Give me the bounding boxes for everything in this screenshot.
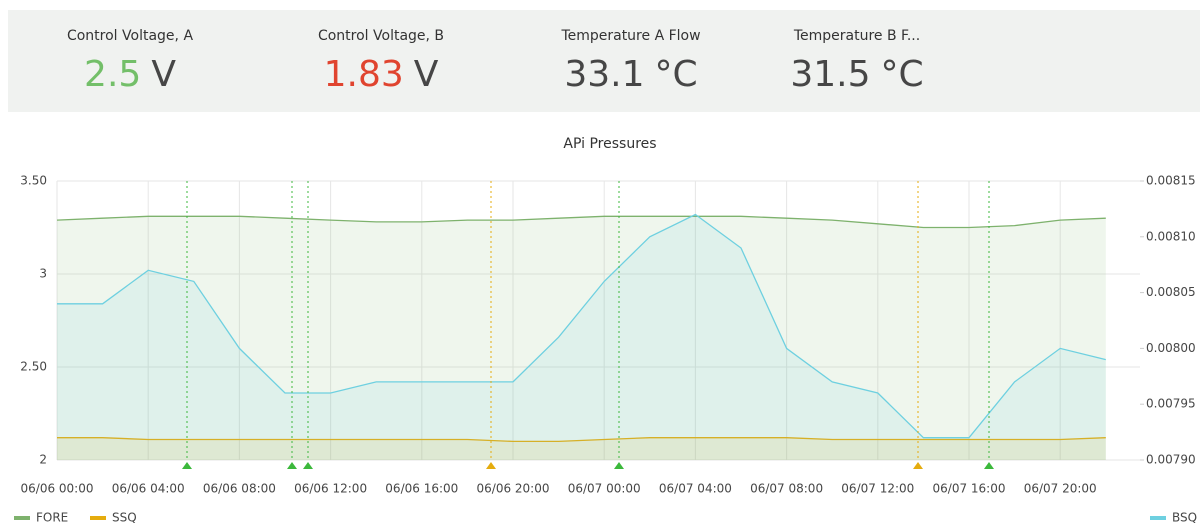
annotation-marker[interactable] <box>182 462 192 469</box>
y-tick-label: 3.50 <box>20 174 47 188</box>
legend-label: SSQ <box>112 511 137 525</box>
stat-number: 33.1 <box>564 54 645 95</box>
stat-unit: V <box>413 54 439 95</box>
x-tick-label: 06/07 20:00 <box>1024 482 1097 496</box>
series-area <box>57 214 1106 460</box>
stat-value: 33.1 °C <box>516 54 746 95</box>
y-tick-label: 2 <box>39 453 47 467</box>
y-tick-label: 2.50 <box>20 360 47 374</box>
y2-tick-label: 0.00810 <box>1146 229 1196 243</box>
x-tick-label: 06/06 00:00 <box>21 482 94 496</box>
legend-label: FORE <box>36 511 68 525</box>
stat-value: 2.5 V <box>15 54 245 95</box>
series-area <box>57 216 1106 460</box>
series-line <box>57 437 1106 443</box>
series-line <box>57 213 1106 439</box>
annotation-marker[interactable] <box>287 462 297 469</box>
stat-title: Control Voltage, B <box>317 28 445 44</box>
x-tick-label: 06/06 12:00 <box>294 482 367 496</box>
x-tick-label: 06/07 12:00 <box>841 482 914 496</box>
x-tick-label: 06/06 08:00 <box>203 482 276 496</box>
x-tick-label: 06/06 16:00 <box>385 482 458 496</box>
stat-unit: °C <box>654 54 698 95</box>
stat-panel: Control Voltage, B 1.83 V <box>266 10 496 95</box>
series-line <box>56 215 1106 229</box>
stat-title: Control Voltage, A <box>66 28 194 44</box>
stat-title: Temperature A Flow <box>561 28 701 44</box>
annotation-markers <box>182 462 994 469</box>
y-tick-label: 3 <box>39 267 47 281</box>
x-tick-label: 06/06 20:00 <box>477 482 550 496</box>
x-tick-label: 06/06 04:00 <box>112 482 185 496</box>
annotation-marker[interactable] <box>303 462 313 469</box>
stat-title: Temperature B F... <box>793 28 921 44</box>
stat-panel: Control Voltage, A 2.5 V <box>15 10 245 95</box>
legend-label: BSQ <box>1172 511 1197 525</box>
x-tick-label: 06/07 16:00 <box>933 482 1006 496</box>
stat-number: 1.83 <box>323 54 404 95</box>
stat-unit: V <box>151 54 176 95</box>
plot <box>56 180 1144 461</box>
stat-number: 2.5 <box>84 54 142 95</box>
annotation-marker[interactable] <box>486 462 496 469</box>
series-area <box>57 437 1106 460</box>
x-tick-label: 06/07 08:00 <box>750 482 823 496</box>
stat-value: 31.5 °C <box>742 54 972 95</box>
y2-tick-label: 0.00805 <box>1146 285 1196 299</box>
annotations <box>186 181 990 460</box>
stat-panel: Temperature B F... 31.5 °C <box>742 10 972 95</box>
annotation-marker[interactable] <box>913 462 923 469</box>
y2-tick-label: 0.00800 <box>1146 341 1196 355</box>
stat-value: 1.83 V <box>266 54 496 95</box>
y2-tick-label: 0.00790 <box>1146 453 1196 467</box>
y2-tick-label: 0.00815 <box>1146 174 1196 188</box>
x-tick-label: 06/07 04:00 <box>659 482 732 496</box>
y2-tick-label: 0.00795 <box>1146 397 1196 411</box>
stat-row: Control Voltage, A 2.5 V Control Voltage, B… <box>8 10 1200 112</box>
chart-title: APi Pressures <box>563 136 656 152</box>
x-tick-label: 06/07 00:00 <box>568 482 641 496</box>
annotation-marker[interactable] <box>984 462 994 469</box>
stat-number: 31.5 <box>790 54 871 95</box>
annotation-marker[interactable] <box>614 462 624 469</box>
stat-panel: Temperature A Flow 33.1 °C <box>516 10 746 95</box>
stat-unit: °C <box>880 54 924 95</box>
